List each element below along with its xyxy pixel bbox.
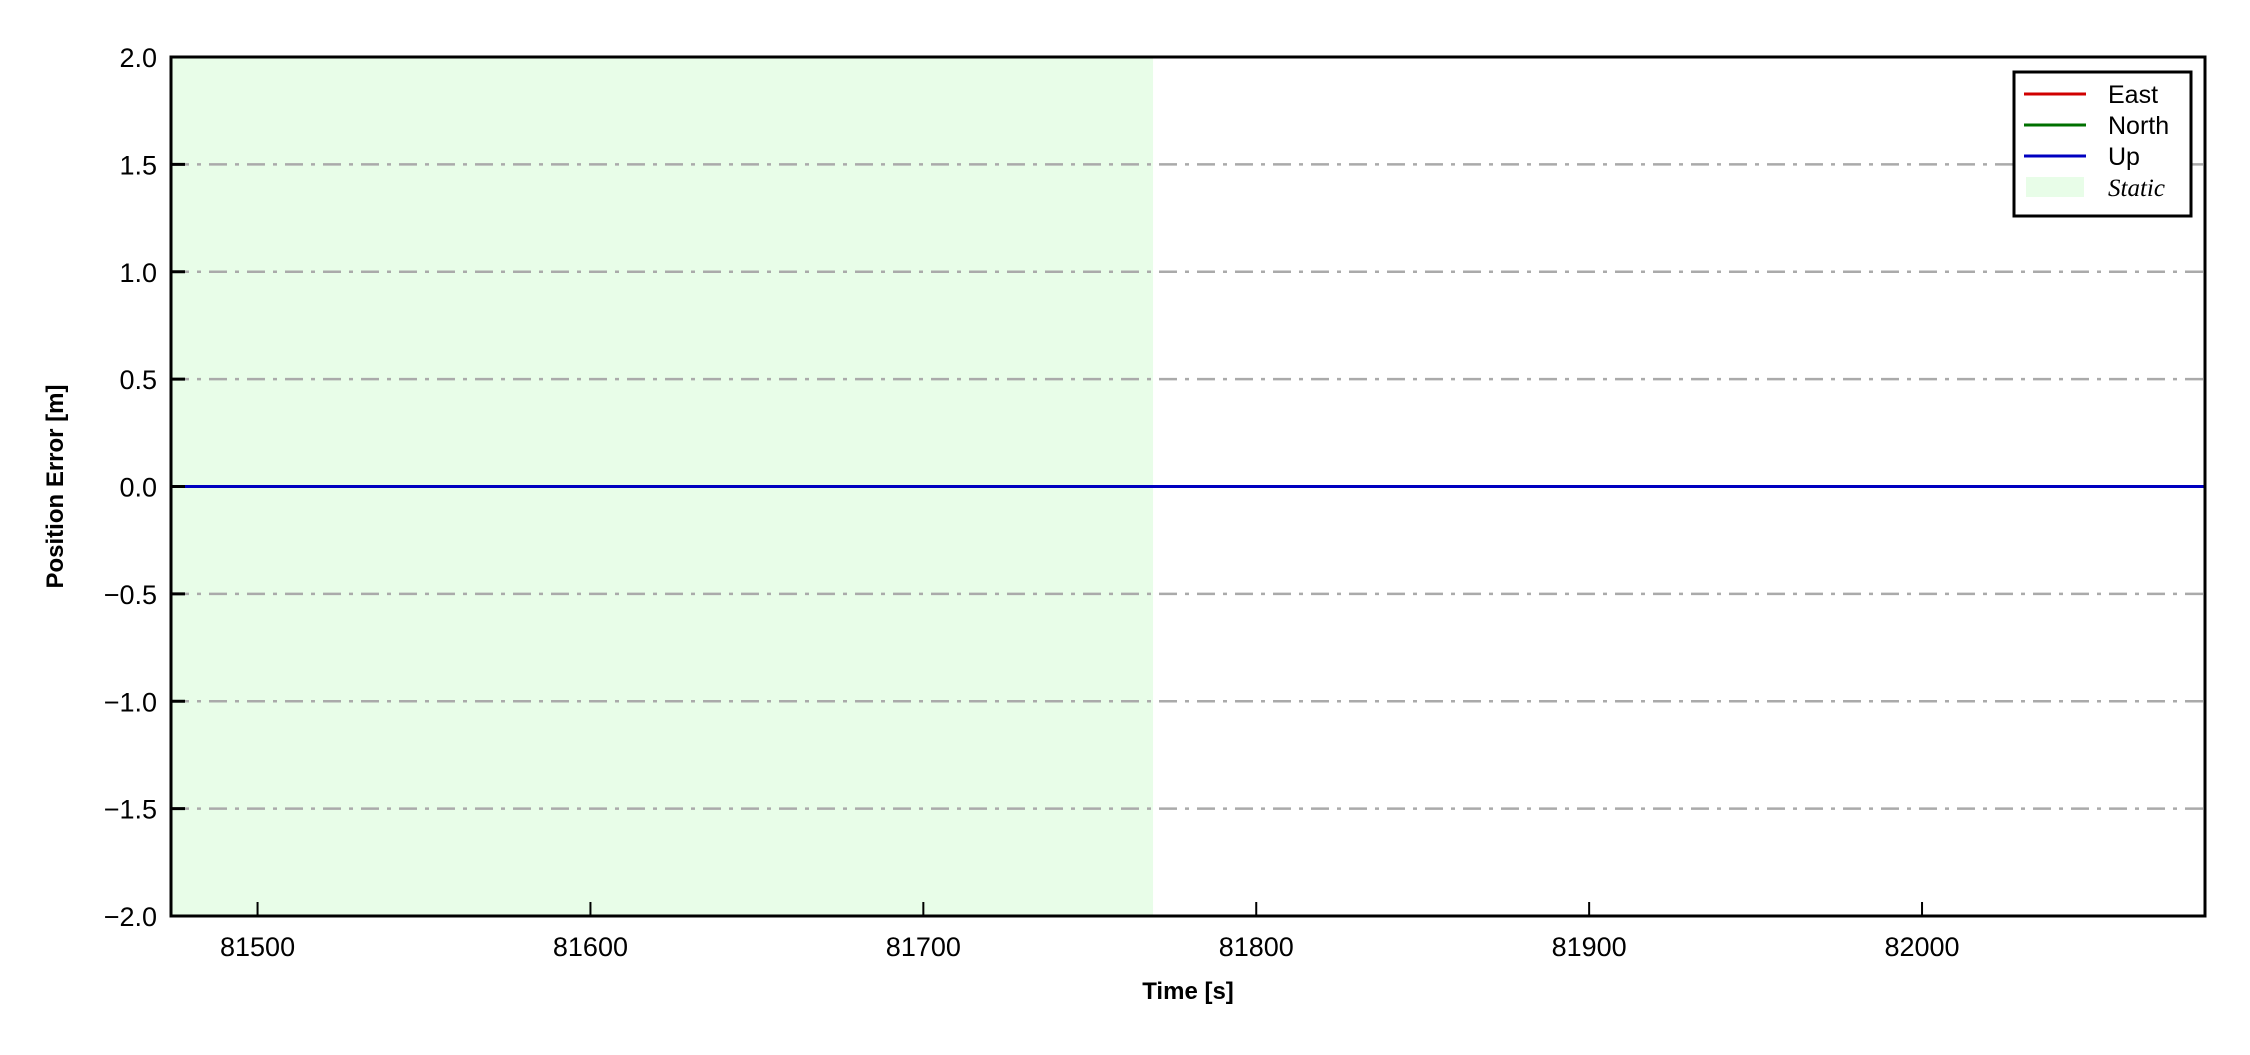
y-tick-label: −1.0	[104, 687, 157, 717]
legend-label-static: Static	[2108, 175, 2165, 202]
y-tick-label: −0.5	[104, 580, 157, 610]
y-tick-label: −1.5	[104, 795, 157, 825]
legend: East North Up Static	[2012, 70, 2193, 218]
legend-label-north: North	[2108, 112, 2169, 140]
y-tick-label: 0.5	[119, 365, 157, 395]
legend-swatch-static	[2026, 177, 2084, 197]
y-tick-label: 1.0	[119, 258, 157, 288]
x-tick-label: 82000	[1884, 932, 1959, 962]
y-tick-label: −2.0	[104, 902, 157, 932]
y-axis-label: Position Error [m]	[42, 384, 69, 588]
ticks: −2.0 −1.5 −1.0 −0.5 0.0 0.5 1.0 1.5 2.0 81500 8160…	[104, 43, 1960, 962]
legend-label-up: Up	[2108, 143, 2140, 171]
x-tick-label: 81600	[553, 932, 628, 962]
y-tick-label: 2.0	[119, 43, 157, 73]
y-tick-label: 1.5	[119, 150, 157, 180]
x-tick-label: 81900	[1552, 932, 1627, 962]
x-tick-label: 81500	[220, 932, 295, 962]
legend-label-east: East	[2108, 81, 2158, 109]
x-tick-label: 81700	[886, 932, 961, 962]
x-axis-label: Time [s]	[1142, 978, 1234, 1005]
x-tick-label: 81800	[1219, 932, 1294, 962]
y-tick-label: 0.0	[119, 473, 157, 503]
